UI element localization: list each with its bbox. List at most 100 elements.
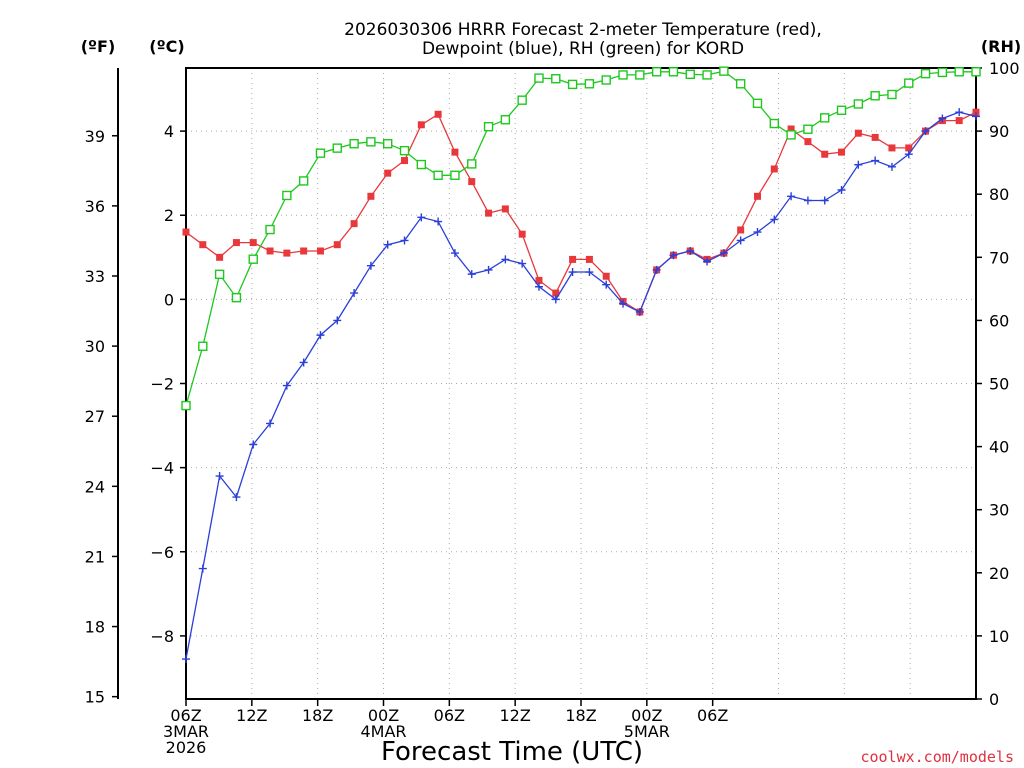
temperature-point	[333, 241, 341, 249]
dewpoint-point	[787, 192, 796, 201]
fahrenheit-tick-label: 21	[85, 547, 105, 566]
x-tick-label: 12Z	[500, 706, 531, 725]
x-tick-label: 06Z	[170, 706, 201, 725]
rh-unit-label: (RH)	[981, 37, 1021, 56]
rh-tick-label: 100	[989, 59, 1020, 78]
dewpoint-point	[534, 282, 543, 291]
celsius-tick-label: 0	[164, 290, 174, 309]
temperature-point	[451, 148, 459, 156]
temperature-point	[182, 228, 190, 236]
fahrenheit-tick-label: 33	[85, 267, 105, 286]
rh-point	[534, 73, 544, 83]
dewpoint-point	[333, 316, 342, 325]
rh-point	[567, 79, 578, 90]
temperature-point	[787, 125, 795, 133]
rh-tick-label: 30	[989, 501, 1009, 520]
temperature-point	[871, 133, 879, 141]
temperature-line	[185, 111, 977, 313]
rh-point	[198, 341, 208, 351]
temperature-point	[232, 239, 240, 247]
x-tick-label: 00Z	[631, 706, 662, 725]
fahrenheit-tick-label: 27	[85, 407, 105, 426]
temperature-point	[838, 148, 846, 156]
temperature-point	[804, 138, 812, 146]
rh-point	[214, 269, 225, 280]
series-rh	[181, 66, 981, 411]
rh-point	[954, 67, 964, 77]
rh-point	[618, 70, 628, 80]
x-tick-label: 18Z	[302, 706, 333, 725]
temperature-point	[518, 230, 526, 238]
temperature-point	[266, 247, 274, 255]
fahrenheit-tick-label: 24	[85, 477, 105, 496]
temperature-point	[401, 157, 409, 165]
rh-point	[803, 124, 813, 134]
celsius-tick-label: 4	[164, 122, 174, 141]
dewpoint-point	[921, 127, 930, 136]
rh-point	[500, 115, 511, 125]
dewpoint-point	[400, 236, 409, 245]
site-credit: coolwx.com/models	[860, 748, 1014, 766]
rh-point	[248, 254, 258, 264]
temperature-point	[602, 272, 610, 280]
dewpoint-point	[316, 331, 325, 340]
dewpoint-point	[551, 295, 560, 304]
rh-tick-label: 90	[989, 122, 1009, 141]
rh-point	[601, 75, 611, 85]
temperature-point	[854, 129, 862, 137]
temperature-point	[770, 165, 778, 173]
dewpoint-point	[602, 280, 611, 289]
rh-tick-label: 0	[989, 690, 999, 709]
celsius-tick-label: 2	[164, 206, 174, 225]
rh-point	[231, 292, 242, 303]
rh-point	[416, 159, 427, 170]
temperature-point	[316, 247, 324, 255]
rh-point	[282, 190, 292, 201]
x-tick-label: 18Z	[565, 706, 596, 725]
dewpoint-point	[619, 299, 628, 308]
dewpoint-point	[249, 440, 258, 449]
dewpoint-point	[350, 289, 359, 298]
dewpoint-point	[198, 564, 207, 573]
temperature-point	[905, 144, 913, 152]
dewpoint-point	[652, 265, 661, 274]
rh-tick-label: 70	[989, 248, 1009, 267]
dewpoint-point	[938, 114, 947, 123]
series-temperature	[182, 108, 980, 316]
x-tick-label: 12Z	[236, 706, 267, 725]
series-dewpoint	[182, 108, 980, 664]
temperature-point	[585, 255, 593, 263]
temperature-point	[753, 192, 761, 200]
rh-point	[786, 130, 796, 140]
dewpoint-point	[417, 213, 426, 222]
rh-point	[450, 170, 460, 180]
dewpoint-point	[484, 265, 493, 274]
dewpoint-point	[585, 268, 594, 277]
temperature-point	[468, 178, 476, 186]
dewpoint-point	[366, 261, 375, 270]
celsius-tick-label: −8	[150, 627, 174, 646]
fahrenheit-tick-label: 39	[85, 127, 105, 146]
temperature-point	[888, 144, 896, 152]
rh-point	[651, 67, 662, 77]
rh-point	[517, 95, 527, 105]
dewpoint-point	[266, 419, 275, 428]
temperature-point	[485, 209, 493, 217]
rh-point	[668, 67, 679, 77]
fahrenheit-tick-label: 18	[85, 618, 105, 637]
temperature-point	[216, 253, 224, 261]
celsius-unit-label: (ºC)	[149, 37, 184, 56]
temperature-point	[417, 121, 425, 129]
rh-point	[467, 159, 477, 169]
dewpoint-line	[185, 111, 977, 660]
temperature-point	[249, 239, 257, 247]
dewpoint-point	[719, 249, 728, 258]
rh-point	[752, 98, 763, 109]
rh-point	[971, 67, 981, 77]
dewpoint-point	[501, 255, 510, 264]
x-tick-label: 2026	[166, 738, 207, 757]
rh-point	[735, 79, 746, 89]
rh-point	[920, 68, 931, 79]
temperature-point	[955, 117, 963, 125]
rh-point	[551, 74, 561, 84]
